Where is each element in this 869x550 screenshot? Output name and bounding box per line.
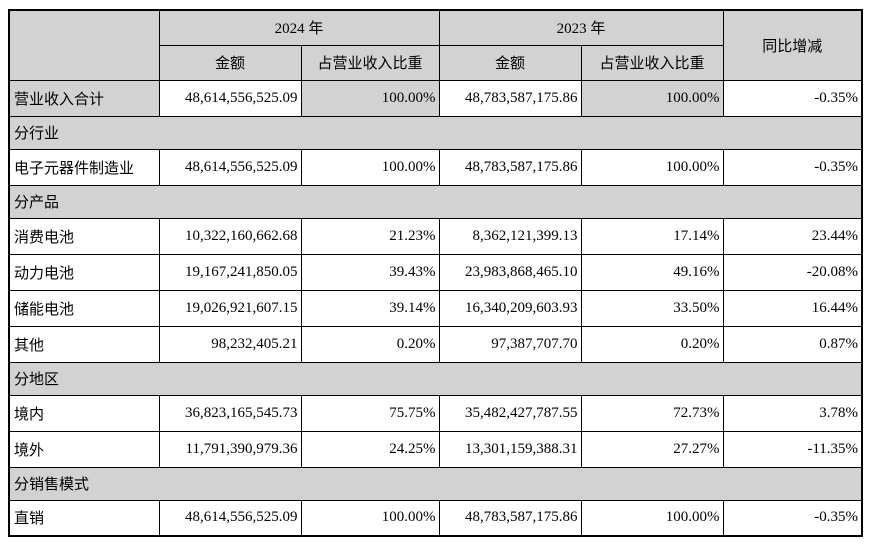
ratio-2023: 100.00% — [580, 148, 724, 186]
section-label: 分销售模式 — [8, 466, 863, 501]
ratio-2024: 21.23% — [300, 217, 440, 255]
amount-2023: 48,783,587,175.86 — [438, 148, 582, 186]
row-label: 电子元器件制造业 — [8, 148, 160, 186]
ratio-2023: 33.50% — [580, 289, 724, 327]
table-row: 电子元器件制造业 48,614,556,525.09 100.00% 48,783,5… — [8, 148, 863, 186]
yoy-header: 同比增减 — [722, 9, 863, 81]
yoy-change: 23.44% — [722, 217, 863, 255]
year-2023-header: 2023 年 — [438, 9, 724, 46]
row-label: 境内 — [8, 394, 160, 432]
yoy-change: 0.87% — [722, 325, 863, 363]
amount-2023: 23,983,868,465.10 — [438, 253, 582, 291]
ratio-2023: 27.27% — [580, 430, 724, 468]
table-row: 境外 11,791,390,979.36 24.25% 13,301,159,388.… — [8, 430, 863, 468]
amount-2023: 8,362,121,399.13 — [438, 217, 582, 255]
amount-2023-header: 金额 — [438, 44, 582, 81]
table-row: 境内 36,823,165,545.73 75.75% 35,482,427,787.… — [8, 394, 863, 432]
row-label: 动力电池 — [8, 253, 160, 291]
ratio-2024: 100.00% — [300, 79, 440, 117]
ratio-2023: 17.14% — [580, 217, 724, 255]
ratio-2024: 100.00% — [300, 499, 440, 537]
table-row: 直销 48,614,556,525.09 100.00% 48,783,587,175… — [8, 499, 863, 537]
amount-2023: 48,783,587,175.86 — [438, 499, 582, 537]
ratio-2024-header: 占营业收入比重 — [300, 44, 440, 81]
amount-2024: 11,791,390,979.36 — [158, 430, 302, 468]
ratio-2024: 100.00% — [300, 148, 440, 186]
row-label: 境外 — [8, 430, 160, 468]
yoy-change: -20.08% — [722, 253, 863, 291]
amount-2024: 19,026,921,607.15 — [158, 289, 302, 327]
revenue-breakdown-table: 2024 年 2023 年 同比增减 金额 占营业收入比重 金额 占营业收入比重… — [8, 9, 864, 537]
section-row: 分行业 — [8, 115, 863, 150]
amount-2024: 48,614,556,525.09 — [158, 499, 302, 537]
amount-2024: 19,167,241,850.05 — [158, 253, 302, 291]
amount-2024: 98,232,405.21 — [158, 325, 302, 363]
corner-cell — [8, 9, 160, 81]
yoy-change: -0.35% — [722, 499, 863, 537]
amount-2023: 97,387,707.70 — [438, 325, 582, 363]
section-label: 分行业 — [8, 115, 863, 150]
ratio-2023-header: 占营业收入比重 — [580, 44, 724, 81]
ratio-2024: 24.25% — [300, 430, 440, 468]
amount-2023: 13,301,159,388.31 — [438, 430, 582, 468]
section-label: 分地区 — [8, 361, 863, 396]
amount-2024: 10,322,160,662.68 — [158, 217, 302, 255]
ratio-2024: 0.20% — [300, 325, 440, 363]
row-label: 其他 — [8, 325, 160, 363]
yoy-change: -0.35% — [722, 79, 863, 117]
ratio-2024: 39.43% — [300, 253, 440, 291]
ratio-2023: 100.00% — [580, 499, 724, 537]
ratio-2023: 0.20% — [580, 325, 724, 363]
yoy-change: -11.35% — [722, 430, 863, 468]
row-label: 直销 — [8, 499, 160, 537]
ratio-2023: 100.00% — [580, 79, 724, 117]
amount-2024: 48,614,556,525.09 — [158, 148, 302, 186]
yoy-change: 3.78% — [722, 394, 863, 432]
row-label: 储能电池 — [8, 289, 160, 327]
ratio-2024: 75.75% — [300, 394, 440, 432]
table-row: 储能电池 19,026,921,607.15 39.14% 16,340,209,60… — [8, 289, 863, 327]
year-2024-header: 2024 年 — [158, 9, 440, 46]
section-row: 分地区 — [8, 361, 863, 396]
table-row: 营业收入合计 48,614,556,525.09 100.00% 48,783,587… — [8, 79, 863, 117]
amount-2023: 48,783,587,175.86 — [438, 79, 582, 117]
row-label: 营业收入合计 — [8, 79, 160, 117]
section-label: 分产品 — [8, 184, 863, 219]
table-row: 消费电池 10,322,160,662.68 21.23% 8,362,121,399… — [8, 217, 863, 255]
amount-2024: 36,823,165,545.73 — [158, 394, 302, 432]
section-row: 分销售模式 — [8, 466, 863, 501]
ratio-2023: 49.16% — [580, 253, 724, 291]
amount-2023: 16,340,209,603.93 — [438, 289, 582, 327]
table-body: 营业收入合计 48,614,556,525.09 100.00% 48,783,587… — [8, 79, 863, 537]
amount-2024-header: 金额 — [158, 44, 302, 81]
yoy-change: 16.44% — [722, 289, 863, 327]
section-row: 分产品 — [8, 184, 863, 219]
table-row: 动力电池 19,167,241,850.05 39.43% 23,983,868,46… — [8, 253, 863, 291]
yoy-change: -0.35% — [722, 148, 863, 186]
row-label: 消费电池 — [8, 217, 160, 255]
ratio-2023: 72.73% — [580, 394, 724, 432]
table-row: 其他 98,232,405.21 0.20% 97,387,707.70 0.20% 0.… — [8, 325, 863, 363]
amount-2024: 48,614,556,525.09 — [158, 79, 302, 117]
ratio-2024: 39.14% — [300, 289, 440, 327]
header-row-years: 2024 年 2023 年 同比增减 — [8, 9, 863, 81]
amount-2023: 35,482,427,787.55 — [438, 394, 582, 432]
header-row-columns: 金额 占营业收入比重 金额 占营业收入比重 — [9, 44, 862, 81]
